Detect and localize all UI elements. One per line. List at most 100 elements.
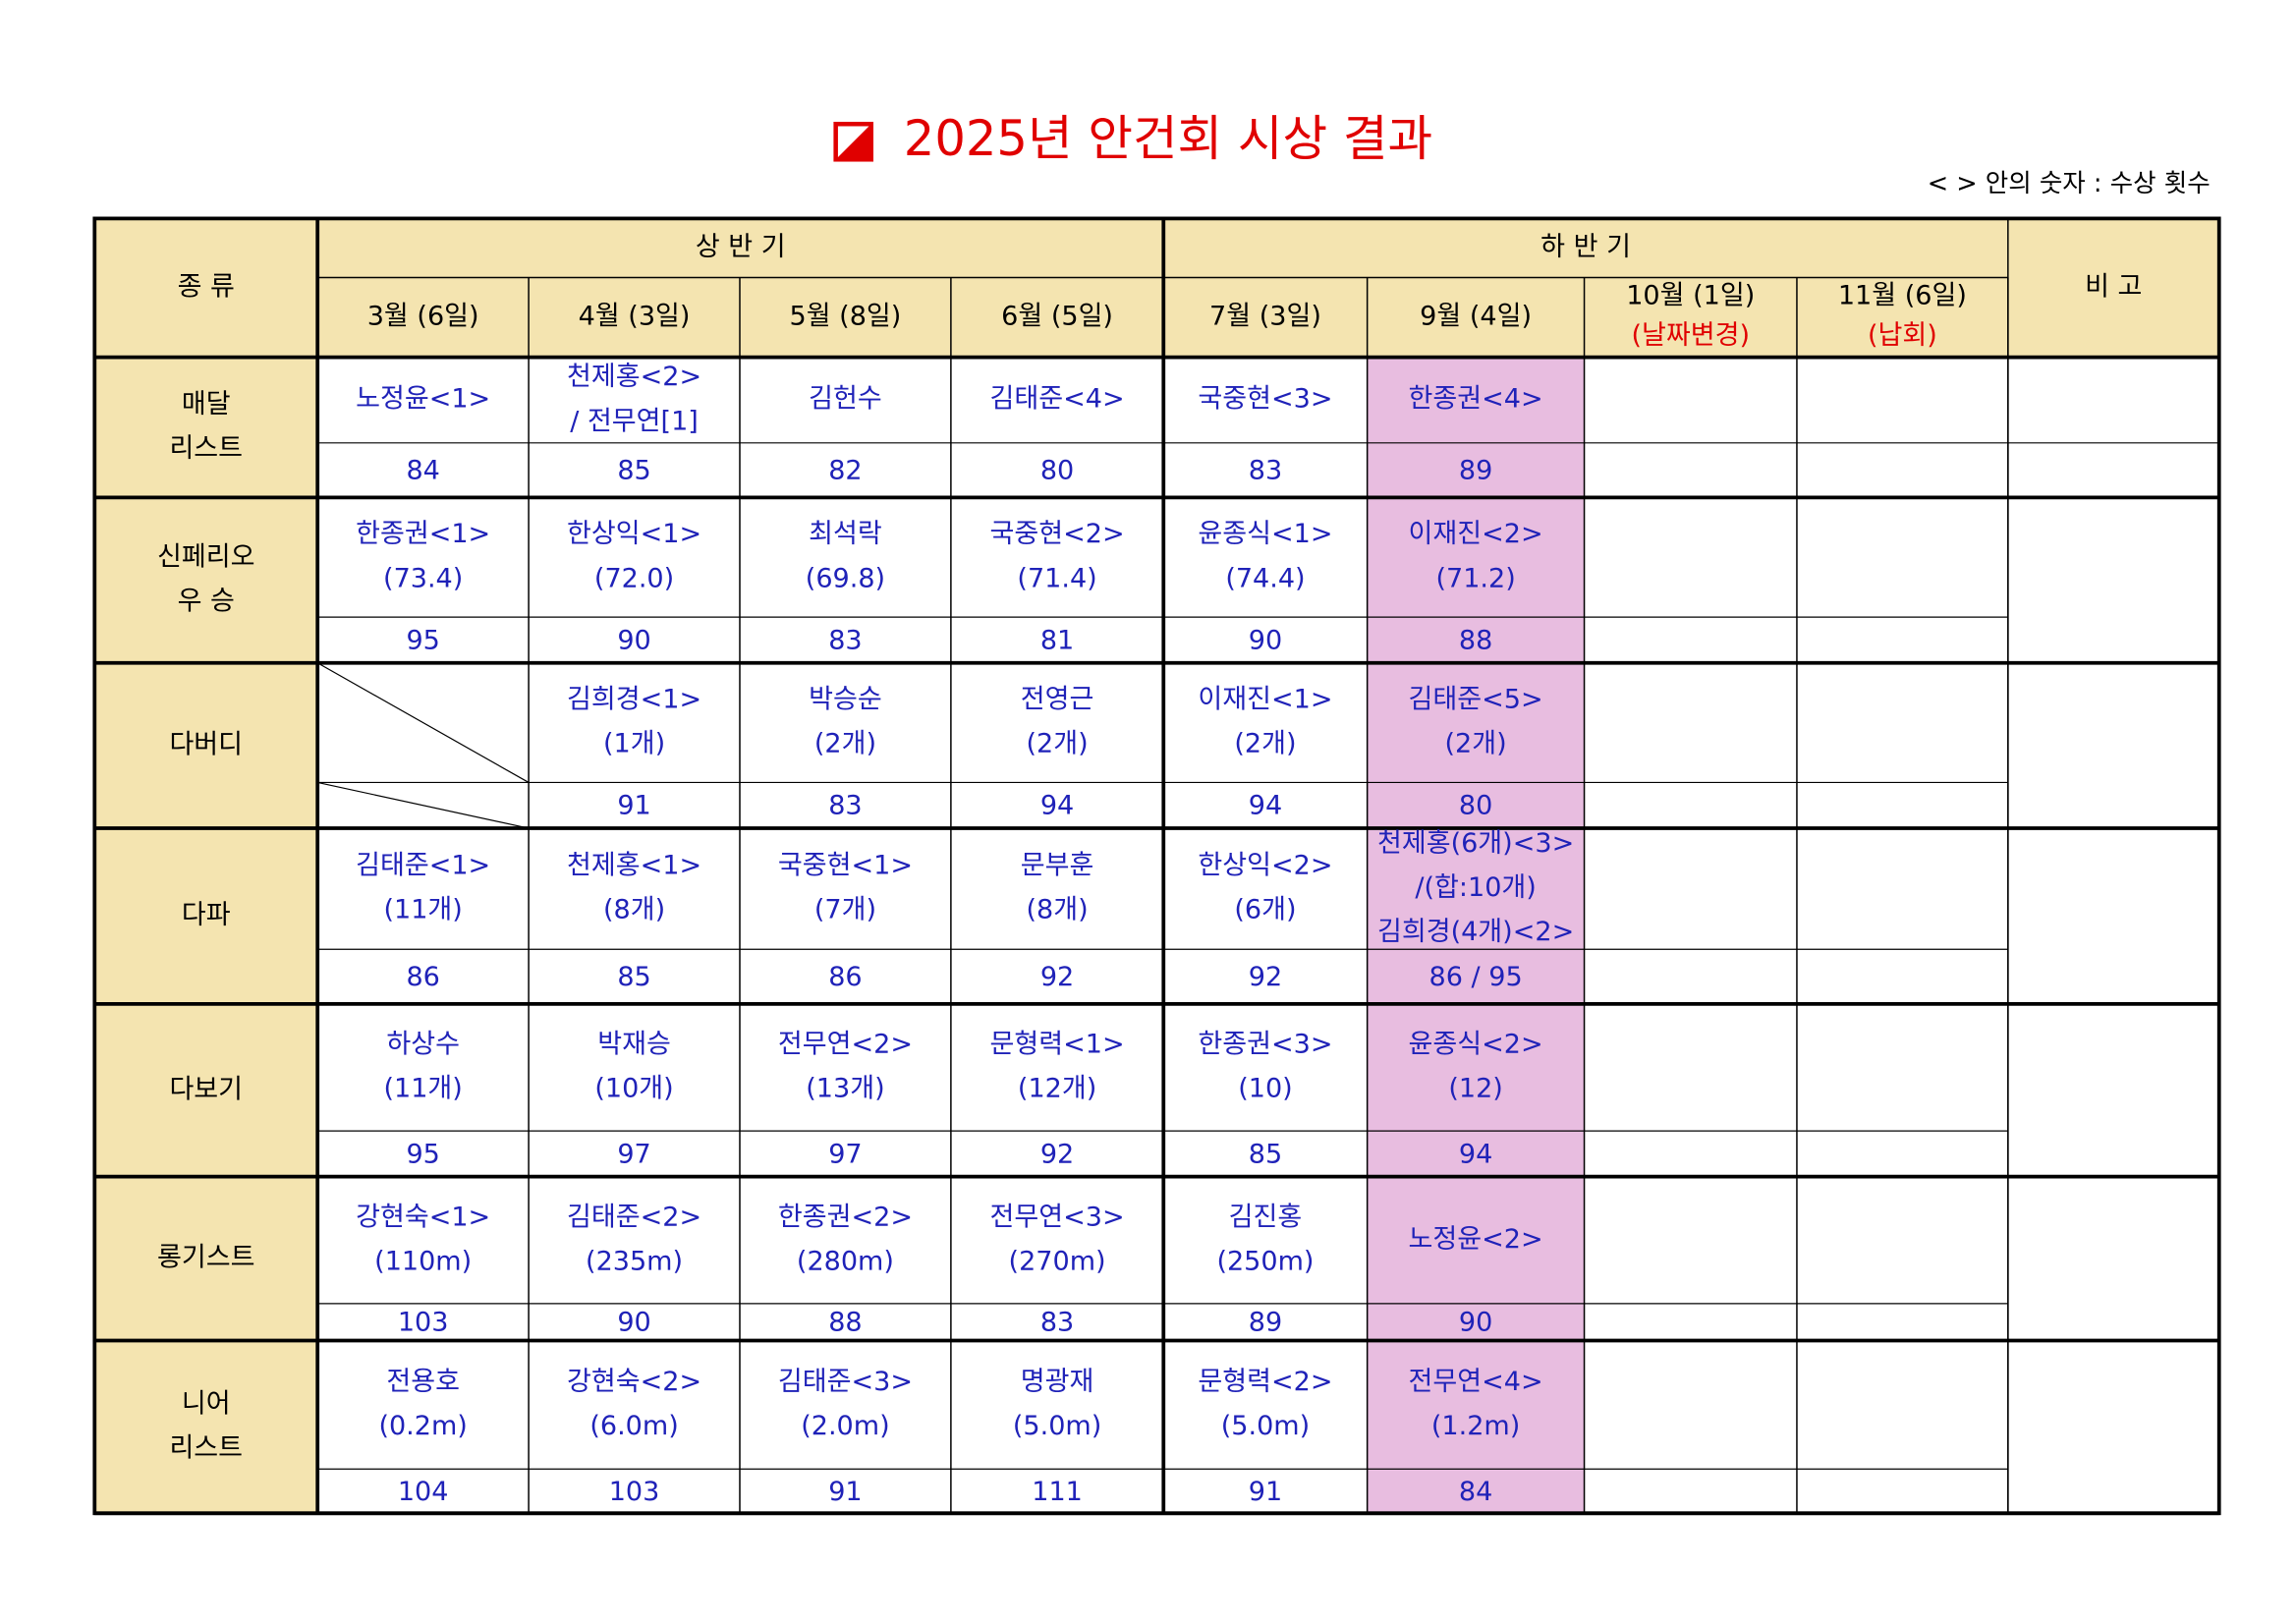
winner-text: 전무연<4> (1409, 1367, 1543, 1397)
winner-text: (250m) (1216, 1246, 1314, 1276)
score: 80 (1459, 791, 1492, 821)
score: 88 (1459, 625, 1492, 655)
winner-text: 전영근 (1021, 685, 1094, 715)
winner-text: 한종권<4> (1409, 384, 1543, 415)
highlight-column (1367, 357, 1585, 1514)
winner-text: 한상익<2> (1198, 851, 1332, 881)
winner-text: (6.0m) (589, 1411, 678, 1441)
month-label: 9월 (4일) (1420, 302, 1532, 332)
winner-text: (235m) (586, 1246, 683, 1276)
winner-text: / 전무연[1] (570, 406, 699, 436)
winner-text: (2.0m) (801, 1411, 889, 1441)
header-bg (94, 218, 2219, 358)
row-kind: 다파 (182, 900, 231, 930)
score: 86 / 95 (1429, 962, 1523, 992)
score: 88 (828, 1308, 862, 1338)
winner-text: 국중현<3> (1198, 384, 1332, 415)
winner-text: (110m) (374, 1246, 472, 1276)
diagonal (316, 662, 530, 783)
winner-text: (0.2m) (378, 1411, 467, 1441)
winner-text: 국중현<2> (990, 519, 1125, 549)
score: 85 (617, 456, 650, 486)
winner-text: (71.2) (1435, 563, 1515, 593)
winner-text: 천제홍(6개)<3> (1377, 828, 1574, 859)
winner-text: (13개) (806, 1074, 884, 1104)
winner-text: (11개) (383, 895, 462, 925)
row-kind: 우 승 (178, 587, 235, 617)
score: 94 (1459, 1139, 1492, 1169)
score: 83 (1249, 456, 1282, 486)
score: 80 (1040, 456, 1074, 486)
winner-text: 노정윤<2> (1409, 1224, 1543, 1255)
header-kind: 종 류 (178, 272, 235, 303)
score: 91 (617, 791, 650, 821)
winner-text: (270m) (1009, 1246, 1106, 1276)
winner-text: (2개) (1234, 729, 1296, 759)
winner-text: 최석락 (809, 519, 882, 549)
score: 90 (617, 1308, 650, 1338)
winner-text: 한종권<1> (356, 519, 490, 549)
month-label: 5월 (8일) (790, 302, 902, 332)
winner-text: 한종권<3> (1198, 1029, 1332, 1059)
row-kind: 롱기스트 (157, 1243, 254, 1273)
winner-text: (12개) (1018, 1074, 1096, 1104)
winner-text: 김태준<1> (356, 851, 490, 881)
score: 95 (406, 625, 439, 655)
winner-text: 이재진<1> (1198, 685, 1332, 715)
score: 83 (828, 791, 862, 821)
score: 82 (828, 456, 862, 486)
row-kind: 니어 (182, 1388, 231, 1419)
month-note: (날짜변경) (1631, 320, 1750, 351)
winner-text: 천제홍<2> (567, 362, 701, 392)
winner-text: (280m) (797, 1246, 894, 1276)
score: 104 (398, 1477, 449, 1507)
score: 86 (406, 962, 439, 992)
award-table: 종 류 상 반 기 하 반 기비 고 3월 (6일) 4월 (3일) 5월 (8일) 6월 … (92, 216, 2221, 1516)
winner-text: 박승순 (809, 685, 882, 715)
month-label: 4월 (3일) (579, 302, 691, 332)
score: 94 (1249, 791, 1282, 821)
winner-text: 문부훈 (1021, 851, 1094, 881)
winner-text: 문형력<2> (1198, 1367, 1332, 1397)
winner-text: 김태준<5> (1409, 685, 1543, 715)
winner-text: (5.0m) (1221, 1411, 1310, 1441)
score: 103 (398, 1308, 449, 1338)
winner-text: 명광재 (1021, 1367, 1094, 1397)
winner-text: 국중현<1> (778, 851, 913, 881)
winner-text: (74.4) (1225, 563, 1305, 593)
winner-text: /(합:10개) (1415, 872, 1536, 903)
winner-text: (72.0) (594, 563, 674, 593)
winner-text: 전무연<3> (990, 1202, 1125, 1232)
score: 86 (828, 962, 862, 992)
winner-text: (71.4) (1017, 563, 1096, 593)
score: 85 (617, 962, 650, 992)
kind-column-bg (94, 357, 318, 1514)
score: 84 (1459, 1477, 1492, 1507)
winner-text: (8개) (603, 895, 665, 925)
winner-text: 윤종식<2> (1409, 1029, 1543, 1059)
score: 92 (1249, 962, 1282, 992)
winner-text: 전무연<2> (778, 1029, 913, 1059)
row-kind: 리스트 (169, 1432, 243, 1463)
winner-text: 강현숙<2> (567, 1367, 701, 1397)
winner-text: 이재진<2> (1409, 519, 1543, 549)
score: 91 (1249, 1477, 1282, 1507)
winner-text: (11개) (383, 1074, 462, 1104)
score: 90 (1459, 1308, 1492, 1338)
score: 85 (1249, 1139, 1282, 1169)
row-kind: 다버디 (169, 729, 243, 759)
month-label: 10월 (1일) (1626, 281, 1755, 311)
score: 90 (617, 625, 650, 655)
winner-text: (2개) (1026, 729, 1088, 759)
winner-text: 윤종식<1> (1198, 519, 1332, 549)
diagonal (317, 781, 530, 829)
winner-text: 강현숙<1> (356, 1202, 490, 1232)
winner-text: 전용호 (386, 1367, 460, 1397)
winner-text: (10개) (594, 1074, 673, 1104)
score: 92 (1040, 1139, 1074, 1169)
winner-text: 김태준<2> (567, 1202, 701, 1232)
score: 97 (617, 1139, 650, 1169)
winner-text: (2개) (1445, 729, 1507, 759)
score: 91 (828, 1477, 862, 1507)
